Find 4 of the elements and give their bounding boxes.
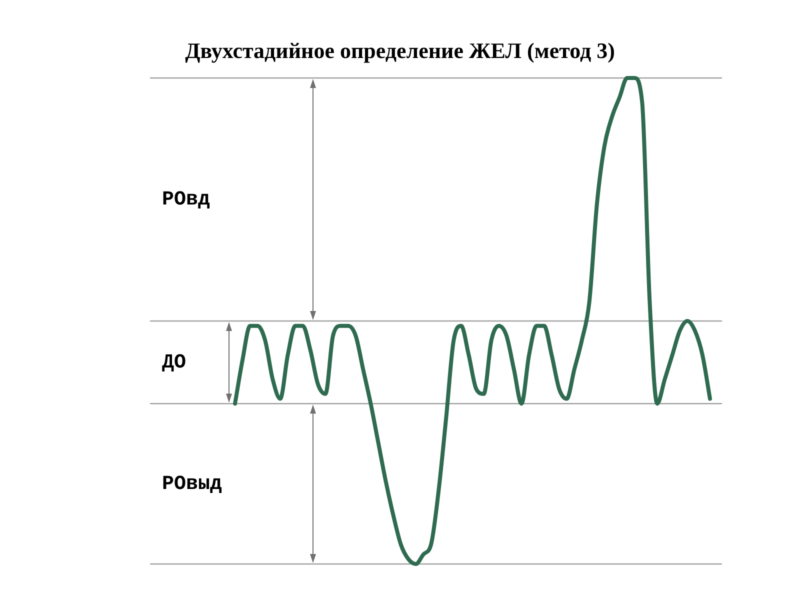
text: РОвыд: [162, 472, 222, 496]
text: РОвд: [162, 188, 210, 212]
text: ДО: [162, 351, 186, 374]
chart-title: Двухстадийное определение ЖЕЛ (метод 3): [184, 38, 616, 64]
